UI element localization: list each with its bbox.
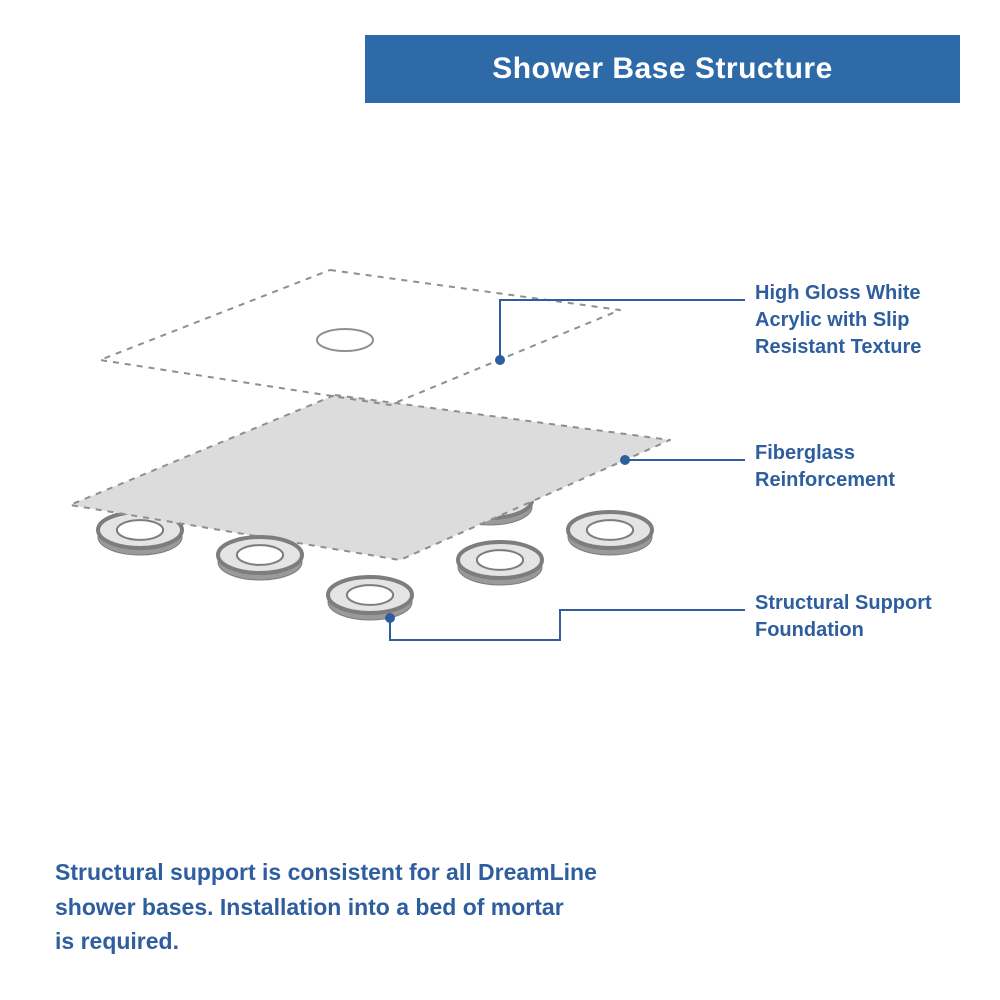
callout-line: Fiberglass: [755, 442, 855, 464]
footer-line: shower bases. Installation into a bed of…: [55, 894, 564, 920]
support-ring: [568, 512, 652, 555]
footer-line: Structural support is consistent for all…: [55, 859, 597, 885]
callout-line: Acrylic with Slip: [755, 309, 909, 331]
support-ring: [458, 542, 542, 585]
diagram-svg: [0, 0, 1000, 1000]
callout-support-rings: Structural Support Foundation: [755, 590, 932, 644]
layer-acrylic: [100, 270, 620, 405]
callout-middle-layer: Fiberglass Reinforcement: [755, 440, 895, 494]
callout-line: Structural Support: [755, 592, 932, 614]
callout-line: Resistant Texture: [755, 336, 921, 358]
callout-line: High Gloss White: [755, 282, 921, 304]
leader-line: [620, 455, 745, 465]
footer-line: is required.: [55, 928, 179, 954]
callout-line: Reinforcement: [755, 469, 895, 491]
callout-line: Foundation: [755, 619, 864, 641]
leader-line: [385, 610, 745, 640]
callout-top-layer: High Gloss White Acrylic with Slip Resista…: [755, 280, 921, 361]
support-ring: [218, 537, 302, 580]
support-ring: [328, 577, 412, 620]
footer-note: Structural support is consistent for all…: [55, 855, 597, 959]
infographic-stage: Shower Base Structure High Gloss WhiteAc…: [0, 0, 1000, 1000]
